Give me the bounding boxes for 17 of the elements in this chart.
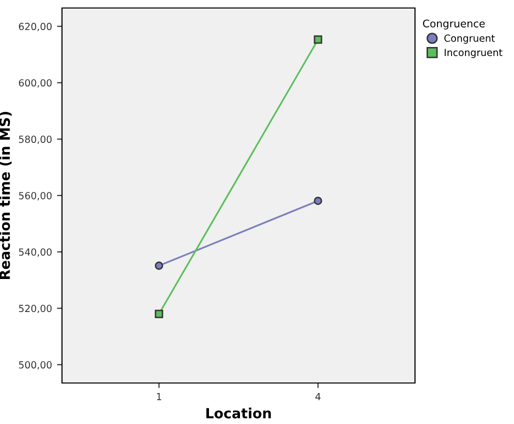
y-tick-label: 620,00	[18, 22, 52, 32]
y-tick-label: 600,00	[18, 79, 52, 88]
x-axis-title: Location	[206, 408, 271, 418]
point	[154, 262, 164, 270]
point	[314, 35, 322, 44]
y-tick-label: 540,00	[19, 248, 52, 257]
y-tick-label: 560,00	[19, 192, 52, 200]
y-tick-label: 500,00	[19, 361, 52, 370]
x-tick-label: 1	[156, 393, 162, 400]
point	[154, 310, 164, 318]
legend-label: Congruent	[444, 34, 495, 44]
y-tick-label: 520,00	[19, 304, 52, 314]
legend-title: Congruence	[423, 20, 485, 30]
x-tick-label: 4	[315, 393, 321, 400]
point	[314, 196, 322, 206]
y-tick-label: 580,00	[19, 136, 52, 144]
legend-label: Incongruent	[444, 48, 502, 58]
